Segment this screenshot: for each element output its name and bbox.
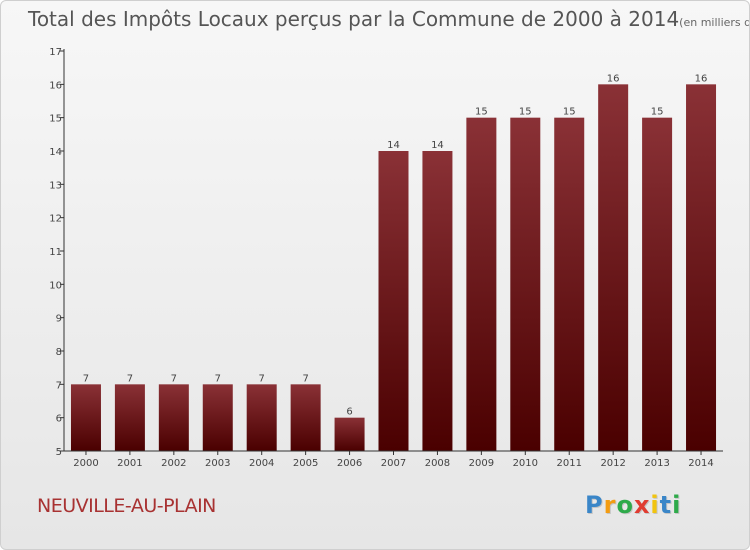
y-tick-label: 15 [49,114,62,125]
title-text: Total des Impôts Locaux perçus par la Co… [28,7,680,31]
value-label-2014: 16 [695,73,708,84]
value-label-2007: 14 [387,140,400,151]
y-tick-label: 11 [49,247,62,258]
value-label-2008: 14 [431,140,444,151]
bar-2003 [202,384,233,451]
x-tick-label: 2011 [557,458,582,469]
chart-title: Total des Impôts Locaux perçus par la Co… [28,7,749,31]
x-tick-label: 2006 [337,458,362,469]
title-unit: (en milliers d'€) [679,16,749,29]
bar-2001 [114,384,145,451]
value-label-2006: 6 [346,407,352,418]
bar-2005 [290,384,321,451]
y-tick-label: 5 [56,447,62,458]
value-label-2012: 16 [607,73,620,84]
bar-2006 [334,417,365,451]
bar-2002 [158,384,189,451]
value-label-2013: 15 [651,107,664,118]
value-label-2001: 7 [127,373,133,384]
bar-2009 [466,117,497,452]
bar-2008 [422,151,453,451]
logo-letter: t [659,491,673,519]
x-tick-label: 2003 [205,458,230,469]
value-label-2004: 7 [259,373,265,384]
x-tick-label: 2013 [644,458,669,469]
logo-letter: i [650,491,660,519]
proxiti-logo[interactable]: Proxiti [585,491,681,519]
value-label-2002: 7 [171,373,177,384]
bar-2011 [554,117,585,452]
bar-2007 [378,151,409,451]
logo-letter: o [616,491,634,519]
value-label-2009: 15 [475,107,488,118]
x-tick-label: 2000 [73,458,98,469]
y-tick-label: 8 [56,347,62,358]
y-tick-label: 16 [49,80,62,91]
value-label-2011: 15 [563,107,576,118]
logo-letter: r [603,491,617,519]
value-label-2000: 7 [83,373,89,384]
value-label-2005: 7 [302,373,308,384]
y-tick-label: 14 [49,147,62,158]
bar-2014 [686,84,717,451]
commune-name: NEUVILLE-AU-PLAIN [37,495,216,517]
value-label-2010: 15 [519,107,532,118]
x-tick-label: 2014 [688,458,713,469]
x-tick-label: 2010 [513,458,538,469]
x-tick-label: 2007 [381,458,406,469]
y-tick-label: 12 [49,214,62,225]
x-tick-label: 2005 [293,458,318,469]
y-tick-label: 13 [49,180,62,191]
x-tick-label: 2008 [425,458,450,469]
logo-letter: x [633,491,651,519]
bar-2000 [70,384,101,451]
x-tick-label: 2012 [600,458,625,469]
value-label-2003: 7 [215,373,221,384]
y-tick-label: 7 [56,380,62,391]
bar-2012 [598,84,629,451]
x-tick-label: 2001 [117,458,142,469]
logo-letter: P [585,491,604,519]
bar-2013 [642,117,673,452]
y-tick-label: 6 [56,414,62,425]
y-tick-label: 10 [49,280,62,291]
x-tick-label: 2004 [249,458,274,469]
x-tick-label: 2009 [469,458,494,469]
bar-2004 [246,384,277,451]
x-tick-label: 2002 [161,458,186,469]
bar-2010 [510,117,541,452]
y-tick-label: 9 [56,314,62,325]
y-tick-label: 17 [49,47,62,58]
logo-letter: i [672,491,682,519]
